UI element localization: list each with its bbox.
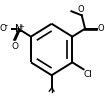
Text: O: O: [0, 24, 6, 33]
Text: O: O: [11, 42, 18, 51]
Text: -: -: [5, 21, 8, 30]
Text: N: N: [14, 24, 22, 34]
Text: Cl: Cl: [84, 70, 93, 79]
Text: O: O: [98, 24, 104, 33]
Text: O: O: [78, 5, 85, 14]
Text: +: +: [18, 24, 24, 30]
